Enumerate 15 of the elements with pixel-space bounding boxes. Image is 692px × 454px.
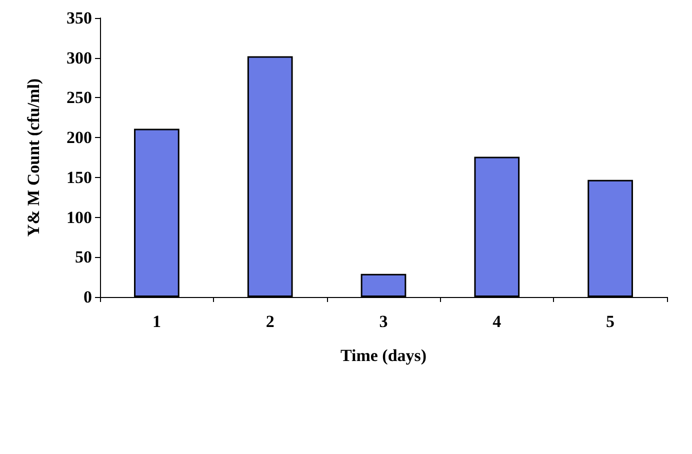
x-tick-label: 3 xyxy=(379,312,388,331)
x-tick-label: 5 xyxy=(606,312,615,331)
x-tick-label: 4 xyxy=(492,312,502,331)
y-axis-title: Y& M Count (cfu/ml) xyxy=(24,78,43,237)
x-axis-title: Time (days) xyxy=(340,346,427,365)
y-tick-label: 250 xyxy=(66,88,92,108)
x-tick-label: 1 xyxy=(152,312,161,331)
y-tick-label: 150 xyxy=(66,168,92,187)
y-tick-label: 50 xyxy=(75,248,92,267)
y-tick-label: 350 xyxy=(66,8,92,28)
y-tick-label: 100 xyxy=(66,208,92,227)
y-tick-label: 0 xyxy=(84,288,92,306)
x-tick-label: 2 xyxy=(266,312,274,331)
y-tick-label: 300 xyxy=(66,48,92,68)
y-tick-label: 200 xyxy=(66,128,92,148)
